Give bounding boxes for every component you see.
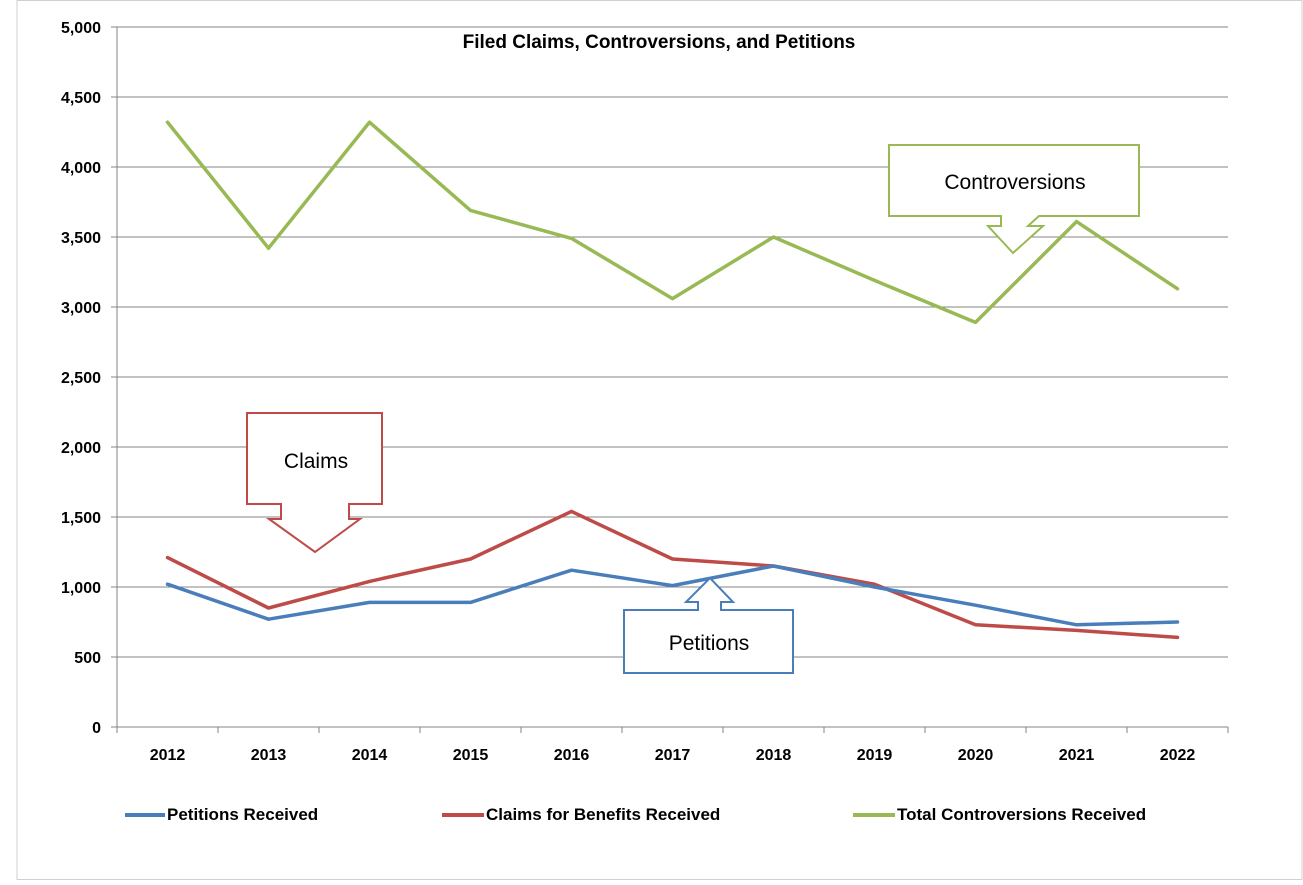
data-point — [368, 120, 371, 124]
data-point — [974, 320, 977, 324]
data-point — [570, 509, 573, 513]
y-tick-label: 1,000 — [61, 580, 101, 597]
data-point — [1075, 220, 1078, 224]
y-tick-label: 1,500 — [61, 510, 101, 527]
y-tick-labels: 0 500 1,000 1,500 2,000 2,500 3,000 3,500 4,000 4… — [61, 20, 101, 737]
data-point — [671, 584, 674, 588]
gridlines — [117, 26, 1228, 658]
x-tick-labels: 2012 2013 2014 2015 2016 2017 2018 2019 2020 2021… — [150, 747, 1196, 764]
y-tick-label: 3,000 — [61, 300, 101, 317]
y-tick-label: 2,000 — [61, 440, 101, 457]
data-point — [1176, 287, 1179, 291]
series-lines — [165, 120, 1180, 640]
y-tick-label: 500 — [74, 650, 101, 667]
data-point — [267, 617, 270, 621]
callout-controversions-shape — [888, 144, 1140, 255]
x-tick-label: 2012 — [150, 747, 186, 764]
x-tick-label: 2016 — [554, 747, 590, 764]
legend: Petitions Received Claims for Benefits R… — [125, 805, 1146, 824]
y-tick-label: 4,000 — [61, 160, 101, 177]
data-point — [368, 579, 371, 583]
y-tick-label: 2,500 — [61, 370, 101, 387]
data-point — [974, 603, 977, 607]
y-tick-label: 3,500 — [61, 230, 101, 247]
y-tick-label: 4,500 — [61, 90, 101, 107]
data-point — [469, 208, 472, 212]
callout-controversions-label: Controversions — [944, 171, 1085, 194]
data-point — [873, 278, 876, 282]
data-point — [671, 297, 674, 301]
y-tick-label: 0 — [92, 720, 101, 737]
data-point — [267, 246, 270, 250]
callout-claims-label: Claims — [284, 450, 348, 473]
y-tick-label: 5,000 — [61, 20, 101, 37]
callout-petitions: Petitions — [623, 576, 794, 674]
data-point — [1176, 635, 1179, 639]
data-point — [469, 600, 472, 604]
callout-claims-shape — [246, 412, 383, 554]
callout-petitions-shape — [623, 576, 794, 674]
data-point — [166, 582, 169, 586]
callout-controversions: Controversions — [888, 144, 1140, 255]
legend-label-claims: Claims for Benefits Received — [486, 805, 720, 824]
data-point — [1176, 620, 1179, 624]
data-point — [1075, 628, 1078, 632]
x-tick-label: 2017 — [655, 747, 691, 764]
callout-claims: Claims — [246, 412, 383, 554]
data-point — [671, 557, 674, 561]
legend-label-petitions: Petitions Received — [167, 805, 318, 824]
data-point — [469, 557, 472, 561]
data-point — [873, 585, 876, 589]
x-tick-label: 2021 — [1059, 747, 1095, 764]
data-point — [166, 556, 169, 560]
x-tick-label: 2022 — [1160, 747, 1196, 764]
callout-petitions-label: Petitions — [669, 632, 750, 655]
data-point — [267, 606, 270, 610]
x-tick-label: 2018 — [756, 747, 792, 764]
x-tick-label: 2014 — [352, 747, 388, 764]
data-point — [974, 623, 977, 627]
axes — [111, 26, 1229, 733]
chart-title: Filed Claims, Controversions, and Petiti… — [463, 32, 856, 53]
legend-label-controversions: Total Controversions Received — [897, 805, 1146, 824]
data-point — [570, 236, 573, 240]
x-tick-label: 2019 — [857, 747, 893, 764]
data-point — [772, 564, 775, 568]
data-point — [368, 600, 371, 604]
data-point — [570, 568, 573, 572]
data-point — [166, 120, 169, 124]
x-tick-label: 2020 — [958, 747, 994, 764]
x-tick-label: 2013 — [251, 747, 287, 764]
data-point — [873, 582, 876, 586]
data-point — [1075, 623, 1078, 627]
x-tick-label: 2015 — [453, 747, 489, 764]
data-point — [772, 235, 775, 239]
